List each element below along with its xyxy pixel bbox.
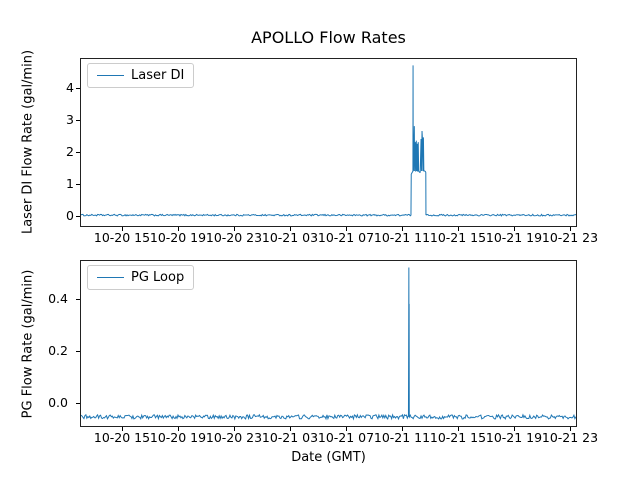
laser-di-legend-label: Laser DI <box>131 68 185 83</box>
top-y-tick-3: 3 <box>66 112 74 127</box>
top-y-tick-1: 1 <box>66 176 74 191</box>
top-x-tick-8: 10-21 23 <box>541 230 599 245</box>
x-axis-label: Date (GMT) <box>291 450 366 465</box>
x-tick-mark <box>178 227 179 231</box>
bottom-x-tick-7: 10-21 19 <box>485 430 543 445</box>
bottom-y-tick-0: 0.0 <box>48 395 68 410</box>
x-tick-mark <box>458 427 459 431</box>
top-y-tick-2: 2 <box>66 144 74 159</box>
bottom-x-tick-4: 10-21 07 <box>317 430 375 445</box>
x-tick-mark <box>346 427 347 431</box>
x-tick-mark <box>178 427 179 431</box>
top-x-tick-7: 10-21 19 <box>485 230 543 245</box>
y-tick-mark <box>76 119 80 121</box>
top-legend: Laser DI <box>87 63 195 88</box>
top-x-tick-3: 10-21 03 <box>261 230 319 245</box>
chart-title: APOLLO Flow Rates <box>251 28 406 47</box>
top-x-tick-4: 10-21 07 <box>317 230 375 245</box>
top-x-tick-5: 10-21 11 <box>373 230 431 245</box>
y-tick-mark <box>76 215 80 217</box>
x-tick-mark <box>290 227 291 231</box>
laser-di-line <box>80 65 577 217</box>
x-tick-mark <box>402 427 403 431</box>
x-tick-mark <box>122 427 123 431</box>
x-tick-mark <box>458 227 459 231</box>
y-tick-mark <box>76 402 80 404</box>
axes-frame <box>80 58 577 227</box>
top-plot-area: Laser DI <box>80 58 577 227</box>
top-x-tick-0: 10-20 15 <box>93 230 151 245</box>
x-tick-mark <box>402 227 403 231</box>
x-tick-mark <box>234 227 235 231</box>
y-tick-mark <box>76 298 80 300</box>
x-tick-mark <box>290 427 291 431</box>
bottom-y-axis-label: PG Flow Rate (gal/min) <box>20 269 36 419</box>
bottom-x-tick-6: 10-21 15 <box>429 430 487 445</box>
x-tick-mark <box>514 427 515 431</box>
bottom-y-tick-2: 0.4 <box>48 291 68 306</box>
bottom-legend: PG Loop <box>87 265 195 290</box>
pg-loop-legend-line-sample <box>97 276 124 279</box>
y-tick-mark <box>76 183 80 185</box>
bottom-x-tick-5: 10-21 11 <box>373 430 431 445</box>
x-tick-mark <box>122 227 123 231</box>
pg-loop-legend-label: PG Loop <box>131 270 185 285</box>
x-tick-mark <box>514 227 515 231</box>
bottom-x-tick-8: 10-21 23 <box>541 430 599 445</box>
x-tick-mark <box>570 227 571 231</box>
x-tick-mark <box>346 227 347 231</box>
top-x-tick-6: 10-21 15 <box>429 230 487 245</box>
bottom-plot-svg <box>80 260 577 427</box>
top-y-axis-label: Laser DI Flow Rate (gal/min) <box>20 49 36 235</box>
bottom-x-tick-1: 10-20 19 <box>149 430 207 445</box>
top-y-tick-4: 4 <box>66 80 74 95</box>
x-tick-mark <box>570 427 571 431</box>
laser-di-legend-line-sample <box>97 74 124 77</box>
top-y-tick-0: 0 <box>66 208 74 223</box>
y-tick-mark <box>76 87 80 89</box>
bottom-y-tick-1: 0.2 <box>48 343 68 358</box>
y-tick-mark <box>76 350 80 352</box>
pg-loop-line <box>80 267 577 421</box>
bottom-plot-area: PG Loop <box>80 260 577 427</box>
x-tick-mark <box>234 427 235 431</box>
top-plot-svg <box>80 58 577 227</box>
bottom-x-tick-0: 10-20 15 <box>93 430 151 445</box>
y-tick-mark <box>76 151 80 153</box>
top-x-tick-1: 10-20 19 <box>149 230 207 245</box>
bottom-x-tick-2: 10-20 23 <box>205 430 263 445</box>
bottom-x-tick-3: 10-21 03 <box>261 430 319 445</box>
axes-frame <box>80 260 577 427</box>
top-x-tick-2: 10-20 23 <box>205 230 263 245</box>
